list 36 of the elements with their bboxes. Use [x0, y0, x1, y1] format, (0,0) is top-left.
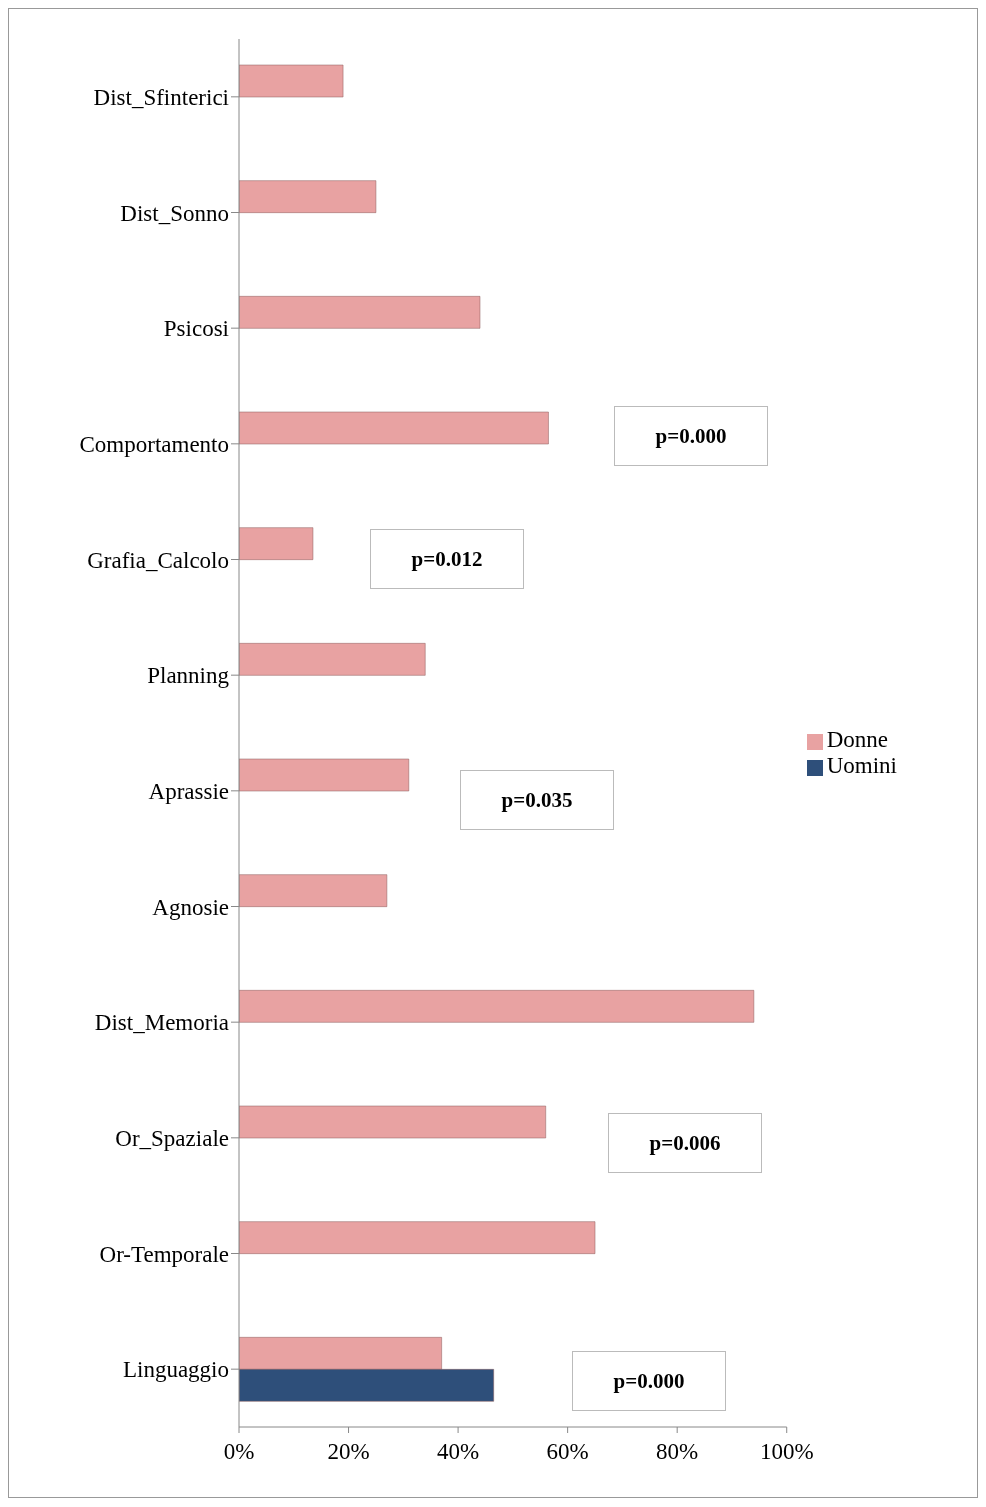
y-tick-label: Or_Spaziale — [115, 1126, 229, 1151]
x-tick-label: 40% — [437, 1439, 480, 1465]
x-tick-label: 20% — [327, 1439, 370, 1465]
bar — [239, 296, 481, 329]
bar — [239, 643, 426, 676]
bar — [239, 411, 549, 445]
bar — [239, 758, 410, 792]
y-tick-label: Linguaggio — [122, 1357, 229, 1383]
text-box: p=0.000 — [614, 406, 768, 466]
x-tick-label: 60% — [546, 1439, 589, 1465]
y-tick-label: Planning — [147, 663, 230, 689]
bar — [239, 180, 377, 213]
bar — [239, 64, 344, 98]
legend-label: Donne — [826, 727, 889, 752]
bar — [239, 527, 314, 560]
y-tick-label: Psicosi — [163, 316, 229, 342]
text-box: p=0.006 — [608, 1113, 762, 1173]
text-box: p=0.035 — [460, 770, 614, 830]
bar — [239, 874, 388, 907]
bar — [239, 990, 755, 1023]
y-tick-label: Or-Temporale — [99, 1241, 229, 1267]
y-tick-label: Dist_Sonno — [120, 200, 229, 226]
y-tick-label: Grafia_Calcolo — [87, 547, 229, 573]
x-tick-label: 0% — [223, 1439, 255, 1465]
text-box: p=0.000 — [572, 1351, 726, 1411]
y-tick-label: Agnosie — [152, 894, 229, 920]
y-tick-label: Dist_Memoria — [94, 1010, 229, 1036]
x-tick-label: 100% — [759, 1439, 814, 1465]
legend-label: Uomini — [826, 753, 897, 778]
x-tick-label: 80% — [656, 1439, 699, 1465]
y-tick-label: Dist_Sfinterici — [93, 85, 229, 110]
bar — [239, 1105, 546, 1139]
y-tick-label: Comportamento — [79, 432, 229, 457]
y-tick-label: Aprassie — [148, 779, 229, 804]
text-box: p=0.012 — [370, 529, 524, 589]
bar — [239, 1221, 596, 1254]
